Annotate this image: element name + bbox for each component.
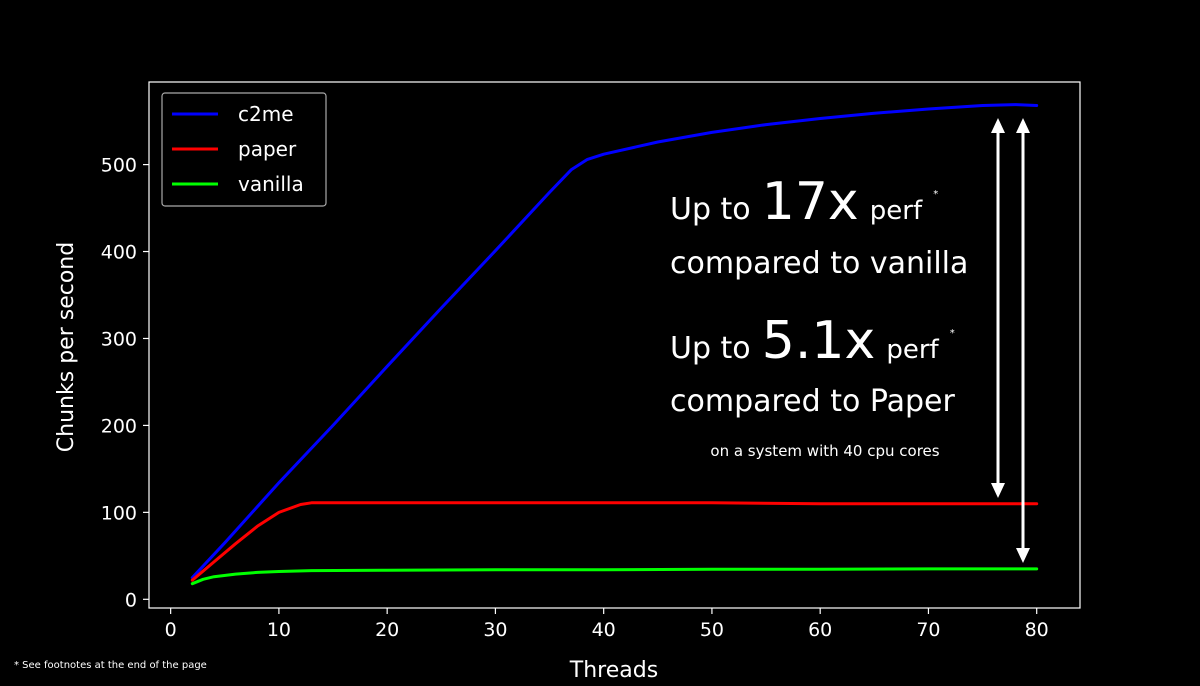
y-tick-label: 100 <box>101 502 137 524</box>
legend-box <box>161 92 327 207</box>
annotation-star-2: * <box>950 328 955 339</box>
x-tick-label: 40 <box>592 619 616 641</box>
legend-label-paper: paper <box>238 137 297 161</box>
annotation-perf-1: perf <box>870 196 923 226</box>
y-tick-label: 300 <box>101 328 137 350</box>
y-tick-label: 500 <box>101 155 137 177</box>
legend: c2me paper vanilla <box>161 92 327 207</box>
y-axis-title: Chunks per second <box>54 242 79 452</box>
x-tick-label: 0 <box>165 619 177 641</box>
x-tick-label: 60 <box>808 619 832 641</box>
annotation-up-to-2: Up to <box>670 331 751 366</box>
annotation-line-2: compared to vanilla <box>670 246 968 281</box>
arrow-c2me-to-vanilla <box>1016 118 1030 563</box>
series-line-c2me <box>190 103 1039 580</box>
y-tick-label: 400 <box>101 242 137 264</box>
annotation-5-1x: 5.1x <box>762 311 875 371</box>
x-tick-label: 80 <box>1025 619 1049 641</box>
legend-label-c2me: c2me <box>238 102 294 126</box>
x-tick-label: 30 <box>483 619 507 641</box>
annotation-line-3: Up to 5.1x perf * <box>670 311 955 371</box>
annotation-block: Up to 17x perf * compared to vanilla Up … <box>670 172 968 460</box>
x-tick-label: 20 <box>375 619 399 641</box>
annotation-17x: 17x <box>762 172 859 232</box>
series-line-vanilla <box>190 567 1039 586</box>
annotation-line-4: compared to Paper <box>670 384 955 419</box>
footnote: * See footnotes at the end of the page <box>14 660 207 671</box>
annotation-star-1: * <box>933 189 938 200</box>
x-tick-label: 50 <box>700 619 724 641</box>
legend-label-vanilla: vanilla <box>238 172 304 196</box>
y-tick-label: 200 <box>101 415 137 437</box>
plot-frame <box>148 81 1081 609</box>
annotation-perf-2: perf <box>886 335 939 365</box>
x-axis-title: Threads <box>569 658 658 683</box>
annotation-line-1: Up to 17x perf * <box>670 172 938 232</box>
series-line-paper <box>190 501 1039 582</box>
y-tick-label: 0 <box>125 589 137 611</box>
annotation-up-to-1: Up to <box>670 192 751 227</box>
x-tick-label: 70 <box>916 619 940 641</box>
arrow-c2me-to-paper <box>991 118 1005 498</box>
annotation-note: on a system with 40 cpu cores <box>710 442 939 460</box>
x-tick-label: 10 <box>267 619 291 641</box>
